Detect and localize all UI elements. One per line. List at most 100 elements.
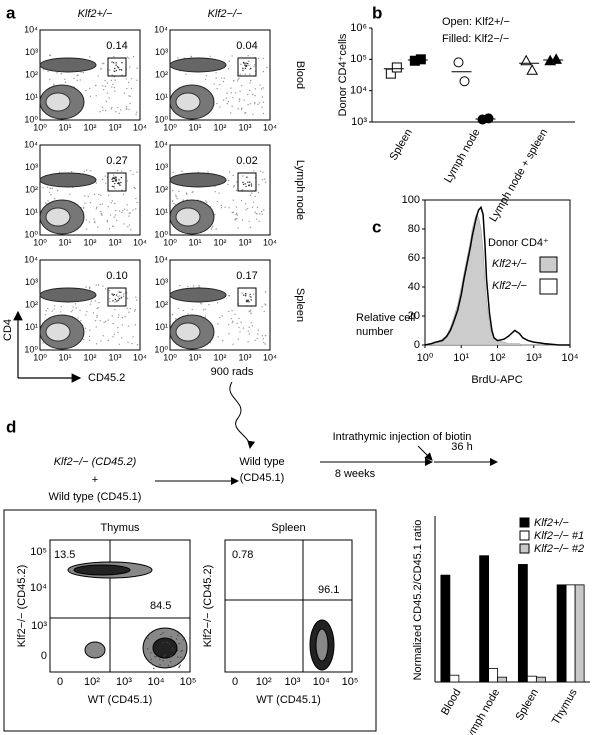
density-blob	[175, 207, 201, 227]
cell-dot	[225, 97, 228, 100]
density-contour	[73, 564, 131, 576]
cell-dot	[239, 331, 241, 333]
cell-dot	[249, 68, 251, 71]
cell-dot	[53, 83, 55, 86]
cell-dot	[134, 208, 137, 210]
cell-dot	[103, 62, 105, 64]
cell-dot	[97, 306, 99, 309]
gate	[237, 172, 257, 192]
cell-dot	[244, 112, 246, 114]
cell-dot	[215, 77, 217, 79]
cell-dot	[133, 186, 136, 189]
cell-dot	[230, 317, 232, 320]
cell-dot	[46, 186, 49, 188]
arrow	[229, 381, 256, 449]
cell-dot	[89, 329, 91, 331]
x-tick-label: Thymus	[550, 687, 580, 727]
cell-dot	[244, 73, 247, 75]
x-tick-label: 10³	[108, 352, 121, 362]
cell-dot	[89, 303, 92, 305]
cell-dot	[77, 317, 79, 319]
cell-dot	[113, 55, 115, 58]
cell-dot	[235, 213, 237, 216]
cell-dot	[181, 170, 183, 173]
axis-label: Klf2−/− (CD45.2)	[202, 565, 214, 648]
cell-dot	[244, 183, 246, 185]
cell-dot	[215, 72, 217, 74]
cell-dot	[252, 293, 255, 296]
column-header: Klf2+/−	[78, 8, 113, 20]
legend-label: Klf2−/−	[492, 280, 527, 292]
cell-dot	[93, 220, 96, 223]
cell-dot	[252, 201, 255, 203]
density-blob	[175, 92, 201, 112]
cell-dot	[228, 60, 230, 62]
cell-dot	[42, 69, 45, 71]
cell-dot	[128, 215, 130, 217]
annotation: Filled: Klf2−/−	[442, 33, 509, 45]
cell-dot	[250, 296, 252, 298]
cell-dot	[244, 67, 247, 70]
x-tick-label: 10²	[83, 237, 96, 247]
cell-dot	[127, 341, 129, 344]
cell-dot	[182, 309, 185, 312]
cell-dot	[102, 109, 104, 112]
annotation: Open: Klf2+/−	[442, 16, 510, 28]
bar	[526, 675, 537, 683]
cell-dot	[114, 182, 116, 185]
x-tick-label: 10¹	[58, 352, 71, 362]
cell-dot	[106, 219, 108, 222]
cell-dot	[85, 89, 87, 92]
cell-dot	[108, 194, 110, 196]
cell-dot	[254, 211, 256, 213]
cell-dot	[237, 80, 239, 82]
cell-dot	[45, 202, 47, 204]
cell-dot	[191, 308, 193, 311]
y-tick-label: 60	[408, 252, 420, 264]
cell-dot	[100, 68, 102, 70]
x-tick-label: 0	[57, 676, 63, 688]
y-tick-label: 10²	[155, 69, 168, 79]
cell-dot	[254, 94, 256, 97]
cell-dot	[257, 329, 260, 331]
cell-dot	[120, 170, 123, 172]
axis-label: Normalized CD45.2/CD45.1 ratio	[412, 520, 424, 681]
cell-dot	[249, 82, 251, 84]
cell-dot	[111, 178, 113, 180]
cell-dot	[113, 86, 115, 89]
cell-dot	[126, 307, 128, 310]
cell-dot	[227, 324, 230, 326]
cell-dot	[238, 317, 240, 320]
cell-dot	[135, 299, 138, 301]
cell-dot	[246, 176, 248, 178]
cell-dot	[134, 310, 136, 312]
cell-dot	[97, 75, 99, 77]
cell-dot	[253, 170, 255, 172]
cell-dot	[129, 102, 131, 105]
cell-dot	[227, 179, 230, 182]
cell-dot	[264, 291, 267, 293]
cell-dot	[101, 214, 103, 217]
cell-dot	[108, 97, 110, 99]
cell-dot	[245, 185, 247, 188]
cell-dot	[121, 211, 123, 214]
cell-dot	[230, 92, 233, 94]
y-tick-label: 10⁴	[154, 139, 168, 149]
axis-label: CD4	[2, 319, 14, 341]
gate	[107, 172, 127, 192]
cell-dot	[111, 61, 113, 63]
cell-dot	[117, 326, 119, 329]
y-tick-label: 10⁴	[24, 254, 38, 264]
cell-dot	[113, 202, 116, 205]
cell-dot	[261, 96, 264, 98]
y-tick-label: 10⁰	[24, 229, 38, 239]
cell-dot	[221, 339, 224, 342]
cell-dot	[242, 327, 245, 329]
y-tick-label: 10⁵	[350, 53, 367, 65]
x-tick-label: 10¹	[58, 122, 71, 132]
cell-dot	[136, 343, 139, 346]
legend-title: Donor CD4⁺	[488, 237, 549, 249]
cell-dot	[261, 178, 264, 181]
cell-dot	[114, 301, 116, 303]
cell-dot	[132, 336, 134, 338]
